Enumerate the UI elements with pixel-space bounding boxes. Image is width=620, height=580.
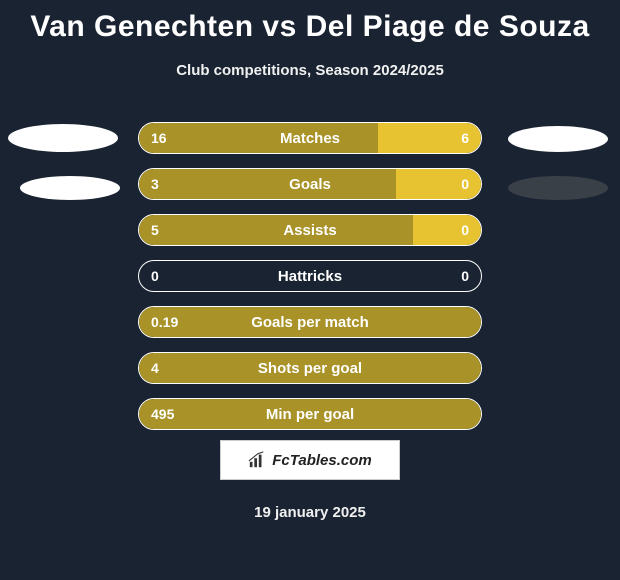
stat-right-fill <box>378 123 481 153</box>
logo-box: FcTables.com <box>220 440 400 480</box>
stat-right-fill <box>413 215 481 245</box>
stat-row: 495Min per goal <box>138 398 482 430</box>
stat-row: 30Goals <box>138 168 482 200</box>
footer-date: 19 january 2025 <box>0 504 620 521</box>
stat-right-value: 0 <box>461 261 469 291</box>
stats-bars: 166Matches 30Goals 50Assists 0 0Hattricks 0.1… <box>138 122 482 444</box>
stat-right-fill <box>396 169 482 199</box>
stat-row: 0 0Hattricks <box>138 260 482 292</box>
stat-row: 50Assists <box>138 214 482 246</box>
stat-row: 4Shots per goal <box>138 352 482 384</box>
stat-left-fill <box>139 123 378 153</box>
subtitle: Club competitions, Season 2024/2025 <box>0 62 620 79</box>
stat-left-fill <box>139 399 481 429</box>
player-left-badge-1 <box>8 124 118 152</box>
stat-label: Hattricks <box>139 261 481 291</box>
player-left-badge-2 <box>20 176 120 200</box>
logo-text: FcTables.com <box>272 452 371 469</box>
player-right-badge-2 <box>508 176 608 200</box>
stat-left-fill <box>139 307 481 337</box>
stat-row: 0.19Goals per match <box>138 306 482 338</box>
stat-left-fill <box>139 353 481 383</box>
stat-row: 166Matches <box>138 122 482 154</box>
stat-left-fill <box>139 169 396 199</box>
stat-left-fill <box>139 215 413 245</box>
player-right-badge-1 <box>508 126 608 152</box>
page-title: Van Genechten vs Del Piage de Souza <box>0 0 620 44</box>
stat-left-value: 0 <box>151 261 159 291</box>
chart-icon <box>248 451 266 469</box>
